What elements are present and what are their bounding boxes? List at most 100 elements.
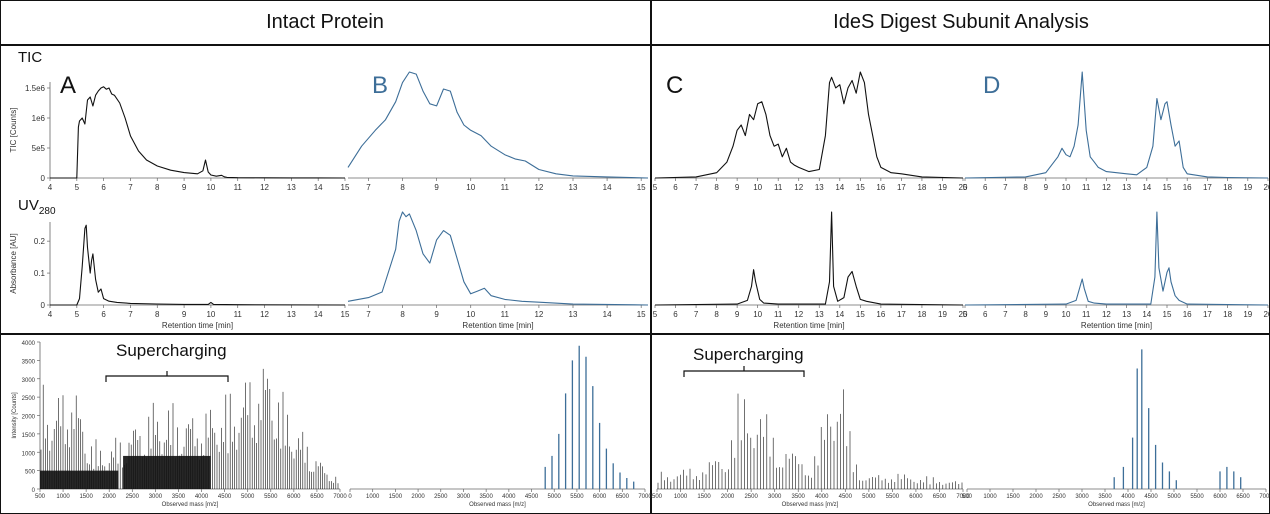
tic-C-x-tick-label: 18 — [917, 183, 926, 192]
tic-D-x-tick-label: 6 — [983, 183, 988, 192]
uv-A-x-tick-label: 10 — [206, 310, 215, 319]
ms-A-x-tick-label: 5000 — [241, 494, 255, 500]
uv-A-x-tick-label: 6 — [101, 310, 106, 319]
tic-D-x-tick-label: 14 — [1142, 183, 1151, 192]
ms-A-y-tick-label: 3500 — [22, 359, 36, 365]
tic-C-x-tick-label: 16 — [876, 183, 885, 192]
tic-A-x-tick-label: 7 — [128, 183, 133, 192]
ms-B-x-tick-label: 3500 — [479, 494, 493, 500]
ms-B-x-tick-label: 7000 — [638, 494, 652, 500]
tic-C-x-tick-label: 8 — [714, 183, 719, 192]
tic-A-trace — [50, 86, 346, 179]
panel-letter-b: B — [372, 72, 389, 99]
supercharging-label-c: Supercharging — [693, 345, 804, 364]
ms-D-x-tick-label: 2500 — [1052, 494, 1066, 500]
ms-B-x-tick-label: 3000 — [457, 494, 471, 500]
tic-C-x-tick-label: 6 — [673, 183, 678, 192]
tic-C-x-tick-label: 11 — [774, 183, 783, 192]
tic-A-y-tick-label: 5e5 — [32, 144, 46, 153]
tic-C-x-tick-label: 17 — [897, 183, 906, 192]
tic-A-x-tick-label: 8 — [155, 183, 160, 192]
tic-A-x-tick-label: 6 — [101, 183, 106, 192]
ms-A-x-tick-label: 6000 — [287, 494, 301, 500]
header-right-label: IdeS Digest Subunit Analysis — [833, 10, 1089, 33]
uv-B-x-tick-label: 9 — [434, 310, 439, 319]
tic-B-x-tick-label: 10 — [466, 183, 475, 192]
ms-A-x-tick-label: 500 — [35, 494, 46, 500]
ms-C-x-tick-label: 7000 — [956, 494, 970, 500]
tic-A-x-tick-label: 11 — [234, 183, 243, 192]
ms-A-y-label: Intensity [Counts] — [12, 392, 18, 439]
tic-D-x-tick-label: 20 — [1264, 183, 1270, 192]
tic-C-x-tick-label: 7 — [694, 183, 699, 192]
tic-D-x-tick-label: 19 — [1243, 183, 1252, 192]
uv-A-x-tick-label: 11 — [234, 310, 243, 319]
ms-B-x-tick-label: 1500 — [389, 494, 403, 500]
ms-D-x-tick-label: 500 — [962, 494, 973, 500]
panel-letter-a: A — [60, 72, 77, 99]
ms-C-x-tick-label: 4500 — [839, 494, 853, 500]
tic-D-x-tick-label: 10 — [1062, 183, 1071, 192]
header-left-label: Intact Protein — [266, 10, 384, 33]
tic-A-y-tick-label: 0 — [41, 174, 46, 183]
ms-C-x-tick-label: 2500 — [744, 494, 758, 500]
uv-D-x-tick-label: 11 — [1082, 310, 1091, 319]
ms-A-y-tick-label: 500 — [25, 470, 36, 476]
ms-C-x-tick-label: 500 — [652, 494, 663, 500]
uv-A-x-tick-label: 4 — [48, 310, 53, 319]
tic-B-x-tick-label: 7 — [366, 183, 371, 192]
tic-D-x-tick-label: 12 — [1102, 183, 1111, 192]
tic-C-x-tick-label: 19 — [938, 183, 947, 192]
ms-A-y-tick-label: 1000 — [22, 451, 36, 457]
ms-B-x-tick-label: 5000 — [548, 494, 562, 500]
ms-A-x-tick-label: 1000 — [56, 494, 70, 500]
uv-C-x-tick-label: 18 — [917, 310, 926, 319]
tic-C-x-tick-label: 20 — [959, 183, 968, 192]
ms-A-y-tick-label: 3000 — [22, 378, 36, 384]
ms-D-x-tick-label: 6500 — [1236, 494, 1250, 500]
uv-A-x-tick-label: 7 — [128, 310, 133, 319]
tic-D-x-tick-label: 13 — [1122, 183, 1131, 192]
ms-A-y-tick-label: 1500 — [22, 433, 36, 439]
tic-C-x-tick-label: 14 — [835, 183, 844, 192]
ms-A-y-tick-label: 2000 — [22, 415, 36, 421]
uv-D-x-label: Retention time [min] — [1081, 321, 1152, 330]
uv-D-x-tick-label: 8 — [1023, 310, 1028, 319]
ms-A-x-tick-label: 2500 — [126, 494, 140, 500]
tic-D-x-tick-label: 17 — [1203, 183, 1212, 192]
tic-A-x-tick-label: 4 — [48, 183, 53, 192]
uv-C-x-tick-label: 20 — [959, 310, 968, 319]
uv-A-y-tick-label: 0 — [41, 301, 46, 310]
ms-C-x-tick-label: 3500 — [792, 494, 806, 500]
uv-C-x-tick-label: 13 — [815, 310, 824, 319]
uv-D-x-tick-label: 5 — [963, 310, 968, 319]
column-divider — [650, 0, 652, 514]
tic-D-x-tick-label: 15 — [1163, 183, 1172, 192]
uv-D-x-tick-label: 20 — [1264, 310, 1270, 319]
ms-D-x-tick-label: 3500 — [1098, 494, 1112, 500]
ms-A-y-tick-label: 4000 — [22, 341, 36, 347]
uv-C-x-tick-label: 8 — [714, 310, 719, 319]
uv-D-x-tick-label: 15 — [1163, 310, 1172, 319]
ms-A-x-tick-label: 3000 — [149, 494, 163, 500]
tic-D-x-tick-label: 11 — [1082, 183, 1091, 192]
panel-letter-c: C — [666, 72, 684, 99]
tic-A-x-tick-label: 12 — [260, 183, 269, 192]
uv-B-x-tick-label: 8 — [400, 310, 405, 319]
uv-D-trace — [964, 211, 1269, 306]
uv-C-x-tick-label: 6 — [673, 310, 678, 319]
ms-D-x-label: Observed mass [m/z] — [1088, 502, 1145, 508]
ms-D-x-tick-label: 5500 — [1190, 494, 1204, 500]
uv-B-x-tick-label: 7 — [366, 310, 371, 319]
ms-A-y-tick-label: 0 — [32, 488, 36, 494]
uv-B-trace — [347, 211, 649, 306]
uv-B-x-tick-label: 15 — [637, 310, 646, 319]
uv-C-x-tick-label: 17 — [897, 310, 906, 319]
uv-B-x-tick-label: 14 — [603, 310, 612, 319]
ms-B-x-tick-label: 4000 — [502, 494, 516, 500]
ms-B-x-tick-label: 2000 — [411, 494, 425, 500]
ms-B-x-tick-label: 0 — [348, 494, 352, 500]
uv-C-x-tick-label: 10 — [753, 310, 762, 319]
tic-C-x-tick-label: 15 — [856, 183, 865, 192]
tic-C-x-tick-label: 12 — [794, 183, 803, 192]
